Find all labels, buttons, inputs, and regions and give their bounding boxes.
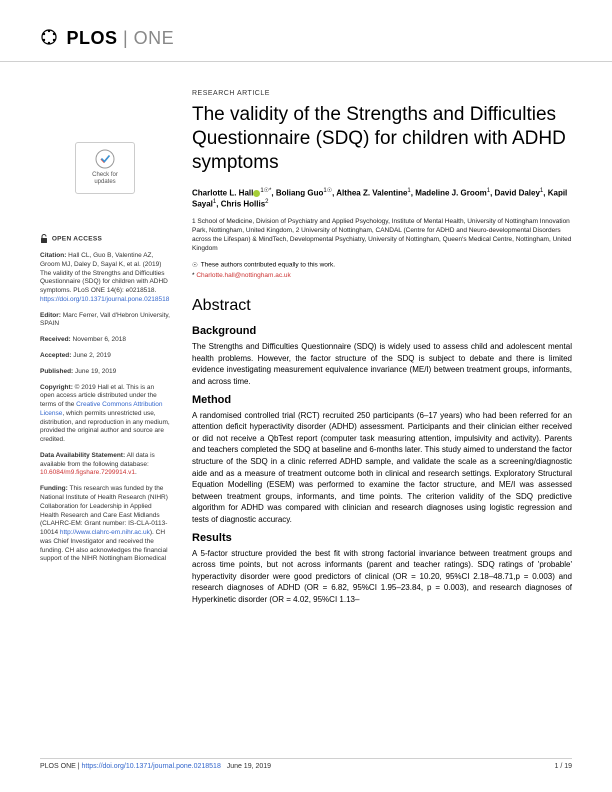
method-text: A randomised controlled trial (RCT) recr… [192,410,572,526]
author-2-sup: 1☉ [323,188,332,194]
citation-block: Citation: Hall CL, Guo B, Valentine AZ, … [40,252,170,305]
affiliations: 1 School of Medicine, Division of Psychi… [192,218,572,253]
footer-page-number: 1 / 19 [554,763,572,770]
article-content: RESEARCH ARTICLE The validity of the Str… [170,62,572,605]
method-heading: Method [192,394,572,406]
contrib-note-text: These authors contributed equally to thi… [201,262,335,269]
results-text: A 5-factor structure provided the best f… [192,548,572,606]
authors-list: Charlotte L. Hall 1☉*, Boliang Guo1☉, Alt… [192,187,572,211]
editor-label: Editor: [40,312,61,319]
published-date: June 19, 2019 [73,368,116,375]
data-availability-block: Data Availability Statement: All data is… [40,452,170,478]
footer-date: June 19, 2019 [227,763,271,770]
funding-block: Funding: This research was funded by the… [40,485,170,564]
data-text2: . [135,469,137,476]
background-heading: Background [192,325,572,337]
open-access-label: OPEN ACCESS [52,235,102,242]
equal-contrib-note: ☉ These authors contributed equally to t… [192,261,572,269]
results-heading: Results [192,532,572,544]
article-title: The validity of the Strengths and Diffic… [192,103,572,174]
author-2: , Boliang Guo [271,188,323,197]
copyright-block: Copyright: © 2019 Hall et al. This is an… [40,384,170,445]
equal-contrib-icon: ☉ [192,261,199,269]
received-label: Received: [40,336,71,343]
sidebar: Check for updates OPEN ACCESS Citation: … [40,62,170,605]
author-5: , David Daley [490,188,540,197]
open-access-block: OPEN ACCESS [40,234,170,244]
check-updates-badge[interactable]: Check for updates [75,142,135,193]
funding-link[interactable]: http://www.clahrc-em.nihr.ac.uk [60,529,150,536]
correspondence: * Charlotte.hall@nottingham.ac.uk [192,272,572,279]
check-updates-text: Check for updates [82,172,128,186]
open-lock-icon [40,234,48,244]
citation-doi-link[interactable]: https://doi.org/10.1371/journal.pone.021… [40,296,169,303]
crossmark-icon [95,149,115,169]
published-label: Published: [40,368,73,375]
published-block: Published: June 19, 2019 [40,368,170,377]
author-7-sup: 2 [265,199,268,205]
data-label: Data Availability Statement: [40,452,125,459]
received-block: Received: November 6, 2018 [40,336,170,345]
funding-label: Funding: [40,485,68,492]
footer-left: PLOS ONE | https://doi.org/10.1371/journ… [40,763,271,770]
corresp-email-link[interactable]: Charlotte.hall@nottingham.ac.uk [196,272,290,279]
article-type: RESEARCH ARTICLE [192,90,572,97]
footer-doi-link[interactable]: https://doi.org/10.1371/journal.pone.021… [82,763,221,770]
copyright-label: Copyright: [40,384,73,391]
author-1: Charlotte L. Hall [192,188,253,197]
author-1-sup: 1☉* [260,188,271,194]
author-7: , Chris Hollis [216,200,265,209]
accepted-label: Accepted: [40,352,71,359]
citation-label: Citation: [40,252,66,259]
background-text: The Strengths and Difficulties Questionn… [192,341,572,387]
editor-block: Editor: Marc Ferrer, Vall d'Hebron Unive… [40,312,170,330]
main-container: Check for updates OPEN ACCESS Citation: … [0,62,612,605]
logo-one-text: | ONE [117,28,174,48]
received-date: November 6, 2018 [71,336,126,343]
accepted-block: Accepted: June 2, 2019 [40,352,170,361]
journal-header: PLOS | ONE [0,0,612,62]
author-4: , Madeline J. Groom [411,188,487,197]
figshare-link[interactable]: 10.6084/m9.figshare.7299914.v1 [40,469,135,476]
plos-logo-icon [40,28,58,51]
logo-plos-text: PLOS [66,28,117,48]
abstract-heading: Abstract [192,297,572,315]
accepted-date: June 2, 2019 [71,352,110,359]
author-3: , Althea Z. Valentine [332,188,407,197]
journal-logo: PLOS | ONE [66,28,174,48]
footer-journal: PLOS ONE | [40,763,82,770]
page-footer: PLOS ONE | https://doi.org/10.1371/journ… [40,758,572,770]
